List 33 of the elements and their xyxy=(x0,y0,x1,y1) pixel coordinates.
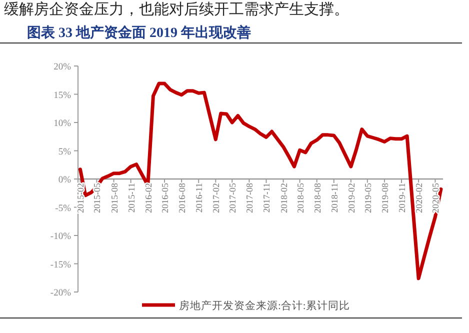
x-tick-label: 2017-11 xyxy=(262,183,272,213)
x-tick-label: 2020-05 xyxy=(430,182,441,213)
y-tick-label: 0% xyxy=(58,176,72,186)
x-tick-label: 2016-05 xyxy=(160,182,170,213)
x-tick-label: 2017-08 xyxy=(244,182,255,213)
y-tick-label: -10% xyxy=(50,232,72,242)
x-tick-label: 2018-11 xyxy=(329,183,340,213)
y-tick-label: 10% xyxy=(54,119,72,129)
y-tick-label: -5% xyxy=(55,204,72,214)
x-tick-label: 2017-02 xyxy=(211,183,222,213)
x-tick-label: 2019-02 xyxy=(346,183,356,213)
x-tick-label: 2018-05 xyxy=(295,182,306,213)
x-tick-label: 2018-02 xyxy=(278,183,289,213)
x-tick-label: 2016-02 xyxy=(143,183,154,213)
x-tick-label: 2016-11 xyxy=(194,183,204,213)
x-tick-label: 2015-11 xyxy=(126,183,136,213)
x-tick-label: 2020-02 xyxy=(414,183,424,213)
y-tick-label: 5% xyxy=(58,147,72,158)
x-tick-label: 2016-08 xyxy=(177,182,188,213)
x-tick-label: 2019-08 xyxy=(380,182,390,213)
y-tick-label: 20% xyxy=(54,62,72,72)
chart-title: 图表 33 地产资金面 2019 年出现改善 xyxy=(27,24,251,41)
x-tick-label: 2015-08 xyxy=(109,182,120,213)
x-tick-label: 2017-05 xyxy=(228,182,238,213)
y-tick-label: -20% xyxy=(50,288,72,298)
x-tick-label: 2015-05 xyxy=(92,182,102,213)
x-tick-label: 2018-08 xyxy=(312,182,322,213)
y-tick-label: 15% xyxy=(54,90,72,101)
y-tick-label: -15% xyxy=(50,260,72,270)
x-tick-label: 2019-11 xyxy=(396,183,407,213)
text: 缓解房企资金压力，也能对后续开工需求产生支撑。 xyxy=(4,1,349,18)
x-tick-label: 2019-05 xyxy=(362,182,373,213)
legend-label: 房地产开发资金来源:合计:累计同比 xyxy=(179,299,350,312)
